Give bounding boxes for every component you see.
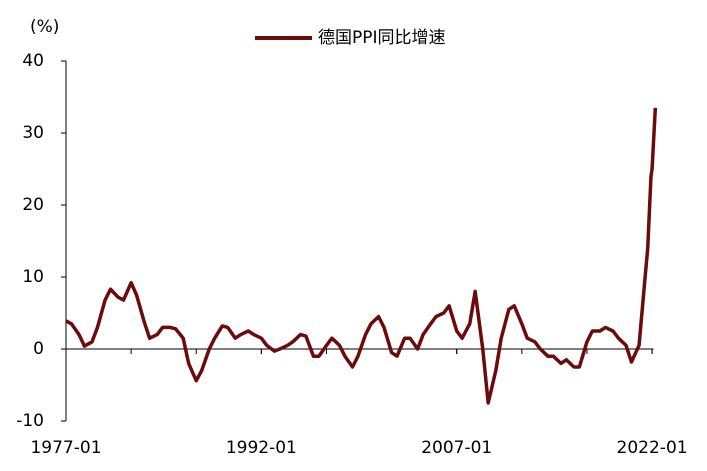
y-tick-label: 0 — [33, 339, 44, 359]
y-tick-label: 10 — [22, 267, 44, 287]
y-tick-label: 30 — [22, 123, 44, 143]
x-tick-label: 1992-01 — [226, 438, 297, 458]
x-tick-label: 1977-01 — [30, 438, 101, 458]
y-tick-label: 20 — [22, 195, 44, 215]
legend-label: 德国PPI同比增速 — [318, 28, 446, 48]
x-tick-label: 2007-01 — [421, 438, 492, 458]
data-line — [65, 107, 658, 405]
y-axis-label: (%) — [30, 17, 59, 37]
y-tick-label: -10 — [16, 411, 44, 431]
y-tick-label: 40 — [22, 51, 44, 71]
x-tick-label: 2022-01 — [617, 438, 688, 458]
